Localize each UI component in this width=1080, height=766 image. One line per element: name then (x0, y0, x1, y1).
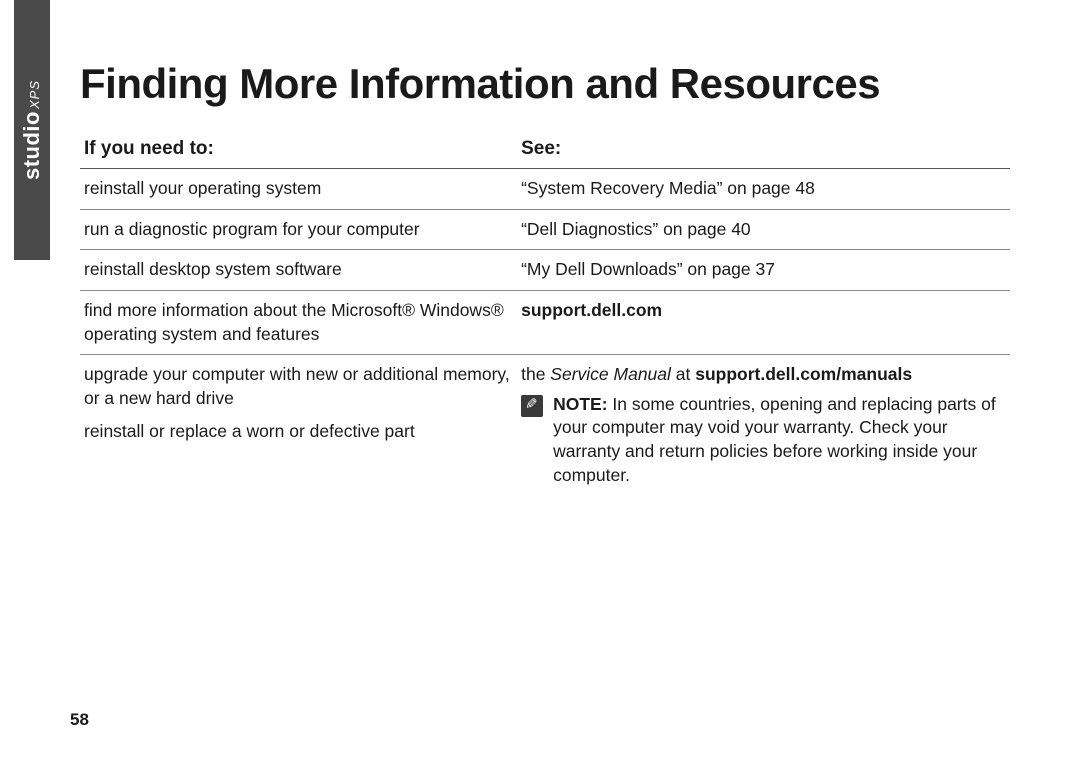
cell-see: “System Recovery Media” on page 48 (517, 169, 1010, 210)
table-row: upgrade your computer with new or additi… (80, 355, 1010, 496)
see-bold-link: support.dell.com/manuals (695, 364, 912, 384)
cell-need: reinstall your operating system (80, 169, 517, 210)
note-icon (521, 395, 543, 417)
page-number: 58 (70, 710, 89, 730)
page-title: Finding More Information and Resources (80, 60, 1010, 108)
cell-see: support.dell.com (517, 290, 1010, 354)
note-body: In some countries, opening and replacing… (553, 394, 996, 485)
cell-see: “Dell Diagnostics” on page 40 (517, 209, 1010, 250)
header-need: If you need to: (80, 132, 517, 169)
need-line-b: reinstall or replace a worn or defective… (84, 420, 511, 444)
cell-need: upgrade your computer with new or additi… (80, 355, 517, 496)
header-see: See: (517, 132, 1010, 169)
resources-table: If you need to: See: reinstall your oper… (80, 132, 1010, 495)
cell-need: run a diagnostic program for your comput… (80, 209, 517, 250)
cell-need: reinstall desktop system software (80, 250, 517, 291)
note-label: NOTE: (553, 394, 607, 414)
table-header-row: If you need to: See: (80, 132, 1010, 169)
need-line-a: upgrade your computer with new or additi… (84, 363, 511, 410)
brand-text: studio XPS (19, 80, 45, 180)
see-italic: Service Manual (550, 364, 671, 384)
cell-see: “My Dell Downloads” on page 37 (517, 250, 1010, 291)
see-mid: at (671, 364, 695, 384)
table-row: reinstall your operating system “System … (80, 169, 1010, 210)
cell-see: the Service Manual at support.dell.com/m… (517, 355, 1010, 496)
link-text: support.dell.com (521, 300, 662, 320)
cell-need: find more information about the Microsof… (80, 290, 517, 354)
brand-sub: XPS (27, 80, 42, 109)
note-text: NOTE: In some countries, opening and rep… (553, 393, 1004, 488)
note-block: NOTE: In some countries, opening and rep… (521, 393, 1004, 488)
table-row: reinstall desktop system software “My De… (80, 250, 1010, 291)
table-row: find more information about the Microsof… (80, 290, 1010, 354)
brand-main: studio (19, 111, 45, 180)
page: studio XPS Finding More Information and R… (0, 0, 1080, 766)
side-brand-tab: studio XPS (14, 0, 50, 260)
table-row: run a diagnostic program for your comput… (80, 209, 1010, 250)
see-prefix: the (521, 364, 550, 384)
